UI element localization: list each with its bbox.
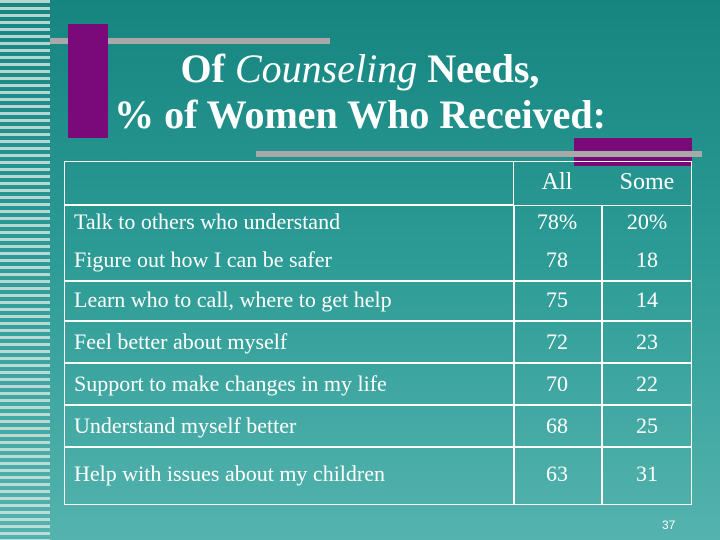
decorative-block-left bbox=[68, 24, 108, 138]
some-value-1: 20% bbox=[626, 209, 668, 234]
all-value-5: 70 bbox=[546, 371, 568, 396]
label-cell-5 bbox=[64, 405, 514, 447]
row-label-4: Feel better about myself bbox=[74, 329, 288, 354]
label-cell-6 bbox=[64, 447, 514, 505]
all-value-2: 78 bbox=[546, 247, 568, 272]
decorative-bar-top bbox=[50, 38, 330, 44]
all-cell-5 bbox=[514, 405, 602, 447]
all-cell-3 bbox=[514, 321, 602, 363]
title-italic-word: Counseling bbox=[234, 46, 418, 91]
all-cell-2 bbox=[514, 281, 602, 321]
column-header-all: All bbox=[541, 169, 573, 195]
all-value-3: 75 bbox=[546, 287, 568, 312]
all-cell-1 bbox=[514, 205, 602, 281]
all-value-6: 68 bbox=[546, 413, 568, 438]
some-cell-1 bbox=[602, 205, 692, 281]
row-label-6: Understand myself better bbox=[74, 413, 297, 438]
some-cell-3 bbox=[602, 321, 692, 363]
some-value-6: 25 bbox=[636, 413, 658, 438]
all-value-4: 72 bbox=[546, 329, 568, 354]
results-table: All Some Talk to others who understand F… bbox=[64, 161, 692, 505]
label-cell-1 bbox=[64, 205, 514, 281]
all-value-7: 63 bbox=[546, 461, 568, 486]
some-value-7: 31 bbox=[636, 461, 658, 486]
some-value-4: 23 bbox=[636, 329, 658, 354]
label-cell-4 bbox=[64, 363, 514, 405]
decorative-stripes bbox=[0, 0, 50, 540]
all-cell-4 bbox=[514, 363, 602, 405]
decorative-bar-bottom bbox=[256, 151, 702, 157]
label-cell-2 bbox=[64, 281, 514, 321]
all-cell-6 bbox=[514, 447, 602, 505]
row-label-3: Learn who to call, where to get help bbox=[74, 287, 392, 312]
title-line-1: Of Counseling Needs, bbox=[110, 46, 610, 92]
page-number: 37 bbox=[662, 518, 676, 532]
row-label-5: Support to make changes in my life bbox=[74, 371, 387, 396]
some-value-2: 18 bbox=[636, 247, 658, 272]
some-cell-2 bbox=[602, 281, 692, 321]
some-value-3: 14 bbox=[636, 287, 658, 312]
row-label-7: Help with issues about my children bbox=[74, 461, 386, 486]
some-value-5: 22 bbox=[636, 371, 658, 396]
row-label-2: Figure out how I can be safer bbox=[74, 247, 332, 272]
slide-title: Of Counseling Needs, % of Women Who Rece… bbox=[110, 46, 610, 138]
column-header-some: Some bbox=[619, 169, 675, 195]
label-cell-3 bbox=[64, 321, 514, 363]
header-label-cell bbox=[64, 161, 514, 205]
some-cell-4 bbox=[602, 363, 692, 405]
title-line1-suffix: Needs, bbox=[417, 46, 540, 91]
title-prefix: Of bbox=[180, 46, 235, 91]
row-label-1: Talk to others who understand bbox=[74, 209, 341, 234]
title-line-2: % of Women Who Received: bbox=[114, 92, 606, 137]
all-value-1: 78% bbox=[536, 209, 578, 234]
some-cell-5 bbox=[602, 405, 692, 447]
some-cell-6 bbox=[602, 447, 692, 505]
